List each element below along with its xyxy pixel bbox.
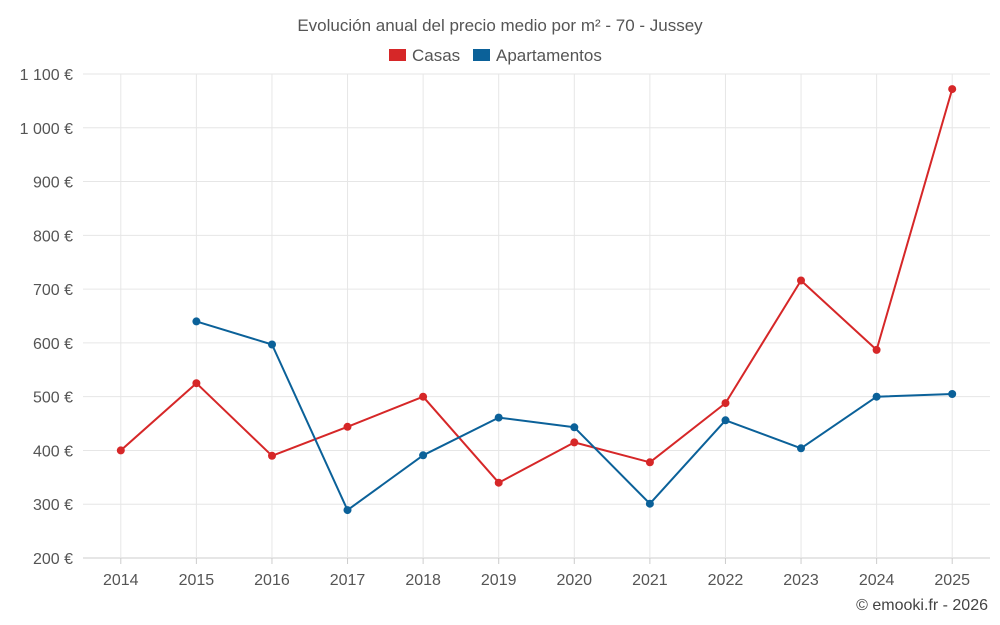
data-point-casas[interactable] [570, 438, 579, 447]
data-point-casas[interactable] [192, 379, 201, 388]
x-tick-label: 2022 [708, 572, 744, 589]
data-point-apartamentos[interactable] [721, 416, 730, 425]
grid [83, 73, 990, 559]
legend-label-apartamentos[interactable]: Apartamentos [496, 46, 602, 65]
x-tick-label: 2018 [405, 572, 441, 589]
legend-swatch-apartamentos [473, 49, 490, 61]
data-point-casas[interactable] [419, 392, 428, 401]
x-tick-label: 2020 [556, 572, 592, 589]
y-tick-label: 800 € [33, 228, 73, 245]
series [116, 85, 957, 515]
data-point-casas[interactable] [645, 458, 654, 467]
data-point-casas[interactable] [872, 345, 881, 354]
x-tick-label: 2015 [179, 572, 215, 589]
y-tick-label: 400 € [33, 443, 73, 460]
data-point-apartamentos[interactable] [192, 317, 201, 326]
y-tick-label: 900 € [33, 175, 73, 192]
data-point-casas[interactable] [494, 478, 503, 487]
data-point-casas[interactable] [116, 446, 125, 455]
data-point-apartamentos[interactable] [494, 413, 503, 422]
x-tick-label: 2024 [859, 572, 895, 589]
data-point-apartamentos[interactable] [419, 451, 428, 460]
data-point-apartamentos[interactable] [268, 340, 276, 349]
x-tick-label: 2019 [481, 572, 517, 589]
x-tick-label: 2014 [103, 572, 139, 589]
data-point-casas[interactable] [721, 399, 730, 408]
y-tick-label: 500 € [33, 390, 73, 407]
y-tick-label: 600 € [33, 336, 73, 353]
credit-text: © emooki.fr - 2026 [856, 597, 988, 614]
legend: Casas Apartamentos [389, 46, 602, 65]
data-point-casas[interactable] [797, 276, 805, 285]
chart-title: Evolución anual del precio medio por m² … [297, 16, 703, 35]
y-tick-label: 200 € [33, 551, 73, 568]
data-point-apartamentos[interactable] [797, 444, 805, 453]
data-point-apartamentos[interactable] [872, 392, 881, 401]
legend-label-casas[interactable]: Casas [412, 46, 460, 65]
x-tick-label: 2023 [783, 572, 819, 589]
y-tick-label: 1 100 € [20, 67, 73, 84]
x-tick-label: 2016 [254, 572, 290, 589]
data-point-casas[interactable] [343, 422, 352, 431]
legend-swatch-casas [389, 49, 406, 61]
data-point-apartamentos[interactable] [343, 506, 352, 515]
y-tick-label: 300 € [33, 497, 73, 514]
y-tick-label: 700 € [33, 282, 73, 299]
data-point-apartamentos[interactable] [570, 423, 579, 432]
y-tick-label: 1 000 € [20, 121, 73, 138]
data-point-casas[interactable] [948, 85, 957, 94]
data-point-apartamentos[interactable] [948, 390, 957, 398]
series-line-casas [120, 88, 954, 484]
x-tick-label: 2017 [330, 572, 366, 589]
data-point-casas[interactable] [268, 451, 276, 460]
data-point-apartamentos[interactable] [645, 499, 654, 508]
x-tick-label: 2025 [934, 572, 970, 589]
x-axis: 2014 2015 2016 2017 2018 2019 2020 2021 2022 2023… [103, 558, 970, 589]
x-tick-label: 2021 [632, 572, 668, 589]
y-axis: 200 € 300 € 400 € 500 € 600 € 700 € 800 € 900 €… [20, 67, 73, 568]
